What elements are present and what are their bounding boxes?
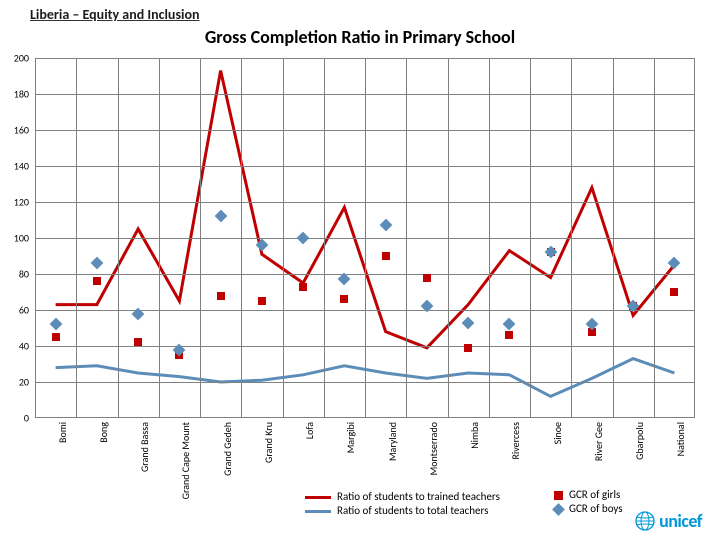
legend-item-gcr-boys: GCR of boys: [554, 502, 623, 516]
x-axis-tick: River Gee: [592, 422, 605, 461]
x-axis-tick: Rivercess: [509, 422, 522, 460]
data-marker: [340, 295, 348, 303]
y-axis-tick: 100: [14, 232, 29, 245]
gridline-v: [76, 58, 77, 418]
legend-label: GCR of boys: [569, 502, 623, 516]
y-axis-tick: 80: [19, 268, 29, 281]
legend-item-ratio-total: Ratio of students to total teachers: [305, 504, 500, 518]
y-axis-tick: 40: [19, 340, 29, 353]
data-marker: [464, 344, 472, 352]
y-axis-tick: 120: [14, 196, 29, 209]
y-axis-tick: 0: [24, 412, 29, 425]
y-axis-tick: 160: [14, 124, 29, 137]
x-axis-tick: Bomi: [56, 422, 69, 443]
x-axis-tick: Margibi: [344, 422, 357, 453]
unicef-logo: unicef: [634, 510, 702, 532]
legend-swatch-square: [554, 491, 563, 500]
data-marker: [382, 252, 390, 260]
data-marker: [93, 277, 101, 285]
data-marker: [423, 274, 431, 282]
data-marker: [134, 338, 142, 346]
gridline-v: [159, 58, 160, 418]
x-axis-tick: National: [674, 422, 687, 456]
x-axis-tick: Gbarpolu: [633, 422, 646, 460]
gridline-v: [530, 58, 531, 418]
legend-item-ratio-trained: Ratio of students to trained teachers: [305, 490, 500, 504]
y-axis-tick: 20: [19, 376, 29, 389]
legend-label: Ratio of students to trained teachers: [337, 490, 500, 504]
gridline-v: [200, 58, 201, 418]
gridline-v: [489, 58, 490, 418]
data-marker: [505, 331, 513, 339]
y-axis-tick: 140: [14, 160, 29, 173]
legend-ratios: Ratio of students to trained teachers Ra…: [305, 490, 500, 518]
globe-icon: [634, 510, 656, 532]
x-axis-tick: Grand Bassa: [138, 422, 151, 472]
gridline-v: [365, 58, 366, 418]
x-axis-tick: Grand Gedeh: [221, 422, 234, 476]
x-axis-tick: Sinoe: [551, 422, 564, 444]
x-axis-tick: Bong: [97, 422, 110, 443]
legend-item-gcr-girls: GCR of girls: [554, 488, 623, 502]
y-axis-tick: 180: [14, 88, 29, 101]
x-axis-tick: Grand Cape Mount: [179, 422, 192, 499]
gridline-v: [283, 58, 284, 418]
y-axis-tick: 200: [14, 52, 29, 65]
legend-gcr: GCR of girls GCR of boys: [554, 488, 623, 516]
gridline-v: [571, 58, 572, 418]
gridline-v: [406, 58, 407, 418]
x-axis-tick: Nimba: [468, 422, 481, 449]
data-marker: [52, 333, 60, 341]
data-marker: [217, 292, 225, 300]
gridline-v: [118, 58, 119, 418]
gridline-v: [654, 58, 655, 418]
chart-plot-area: 020406080100120140160180200BomiBongGrand…: [35, 58, 695, 418]
gridline-v: [613, 58, 614, 418]
legend-swatch-line: [305, 496, 331, 499]
legend-swatch-diamond: [552, 503, 565, 516]
gridline-v: [448, 58, 449, 418]
x-axis-tick: Maryland: [386, 422, 399, 461]
logo-text: unicef: [659, 510, 702, 532]
page-subtitle: Liberia – Equity and Inclusion: [30, 6, 200, 23]
x-axis-tick: Lofa: [303, 422, 316, 439]
legend-label: GCR of girls: [569, 488, 620, 502]
data-marker: [258, 297, 266, 305]
legend-swatch-line: [305, 510, 331, 513]
y-axis-tick: 60: [19, 304, 29, 317]
gridline-v: [324, 58, 325, 418]
legend-label: Ratio of students to total teachers: [337, 504, 488, 518]
x-axis-tick: Grand Kru: [262, 422, 275, 463]
chart-title: Gross Completion Ratio in Primary School: [0, 26, 720, 48]
data-marker: [670, 288, 678, 296]
gridline-v: [241, 58, 242, 418]
x-axis-tick: Montserrado: [427, 422, 440, 475]
data-marker: [299, 283, 307, 291]
